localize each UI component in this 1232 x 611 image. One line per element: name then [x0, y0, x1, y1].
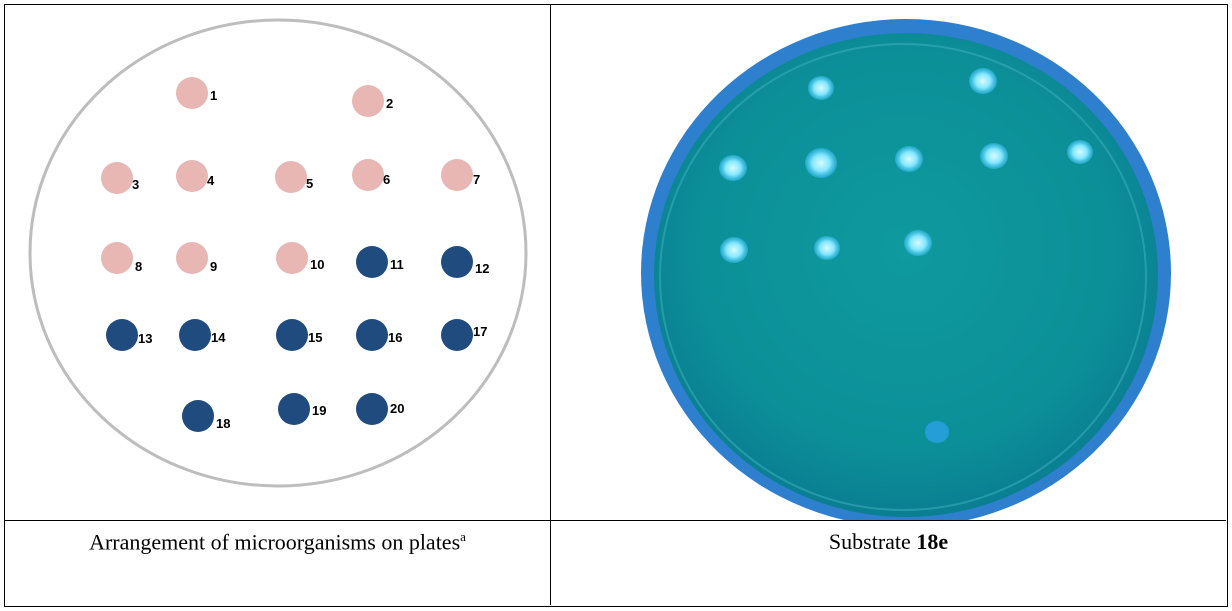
fluorescent-spots [719, 68, 1093, 443]
colony-label-15: 15 [308, 330, 322, 345]
colony-3 [101, 162, 133, 194]
left-caption-footnote: a [460, 529, 466, 544]
colony-17 [441, 319, 473, 351]
fluorescent-spot [805, 148, 837, 178]
colony-label-13: 13 [138, 331, 152, 346]
colony-label-9: 9 [210, 259, 217, 274]
left-caption-text: Arrangement of microorganisms on plates [89, 529, 461, 555]
fluorescent-spot [980, 143, 1008, 169]
fluorescent-spot [808, 76, 834, 100]
colony-label-6: 6 [383, 172, 390, 187]
colony-label-3: 3 [132, 177, 139, 192]
right-caption-substrate: 18e [916, 529, 949, 554]
left-caption: Arrangement of microorganisms on platesa [5, 529, 550, 555]
fluorescent-spot [969, 68, 997, 94]
left-caption-cell: Arrangement of microorganisms on platesa [5, 521, 551, 605]
colony-15 [276, 319, 308, 351]
colony-5 [275, 161, 307, 193]
plate-outline [28, 18, 528, 488]
colony-label-8: 8 [135, 259, 142, 274]
colony-7 [441, 159, 473, 191]
colony-label-14: 14 [211, 330, 226, 345]
colony-2 [352, 85, 384, 117]
petri-agar [654, 33, 1158, 517]
colony-13 [106, 319, 138, 351]
colony-label-5: 5 [306, 176, 313, 191]
colony-12 [441, 246, 473, 278]
fluorescent-spot [814, 236, 840, 260]
colony-20 [356, 393, 388, 425]
right-caption-cell: Substrate 18e [551, 521, 1226, 605]
petri-inner-edge [659, 43, 1147, 511]
colony-label-7: 7 [473, 172, 480, 187]
fluorescent-spot [1067, 140, 1093, 164]
colony-4 [176, 160, 208, 192]
fluorescent-spot [895, 146, 923, 172]
fluorescent-spot [719, 155, 747, 181]
colony-label-4: 4 [207, 173, 215, 188]
colony-label-11: 11 [390, 257, 404, 272]
colony-label-18: 18 [216, 416, 230, 431]
petri-photo-cell [551, 5, 1226, 527]
fluorescent-spot [904, 230, 932, 256]
colony-label-20: 20 [390, 401, 404, 416]
colony-11 [356, 246, 388, 278]
fluorescent-spot [720, 237, 748, 263]
colony-10 [276, 242, 308, 274]
colony-6 [352, 159, 384, 191]
colony-1 [176, 77, 208, 109]
colony-label-19: 19 [312, 403, 326, 418]
arrangement-diagram-cell: 1 2 3 4 5 6 7 8 9 10 11 12 13 14 15 16 17 18 19 20 [5, 5, 551, 521]
colony-18 [182, 400, 214, 432]
colony-label-1: 1 [210, 88, 217, 103]
right-caption: Substrate 18e [551, 529, 1226, 555]
right-caption-prefix: Substrate [828, 529, 917, 554]
colony-16 [356, 319, 388, 351]
colony-label-16: 16 [388, 330, 402, 345]
colony-14 [179, 319, 211, 351]
colony-label-17: 17 [473, 324, 487, 339]
colony-label-2: 2 [386, 96, 393, 111]
colony-8 [101, 242, 133, 274]
colony-label-12: 12 [475, 261, 489, 276]
colony-9 [176, 242, 208, 274]
fluorescent-spot-faint [925, 421, 949, 443]
colony-label-10: 10 [310, 257, 324, 272]
colony-19 [278, 393, 310, 425]
figure-table: 1 2 3 4 5 6 7 8 9 10 11 12 13 14 15 16 17 18 19 20 [4, 4, 1228, 607]
petri-dish-photo [641, 19, 1171, 527]
